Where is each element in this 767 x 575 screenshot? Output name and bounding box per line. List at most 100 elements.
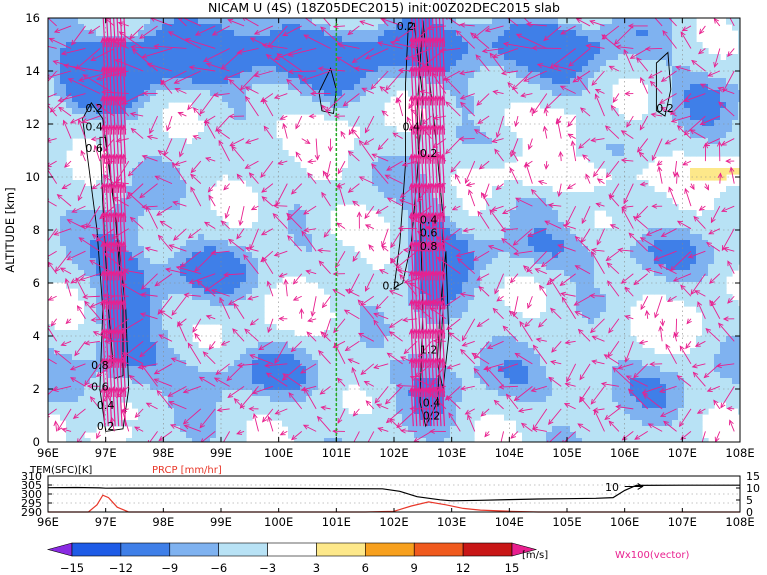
- shading-cell: [306, 354, 313, 361]
- shading-cell: [246, 390, 253, 397]
- shading-cell: [96, 408, 103, 415]
- shading-cell: [156, 198, 163, 205]
- shading-cell: [66, 246, 73, 253]
- shading-cell: [378, 204, 385, 211]
- shading-cell: [84, 330, 91, 337]
- shading-cell: [138, 84, 145, 91]
- shading-cell: [228, 378, 235, 385]
- shading-cell: [276, 252, 283, 259]
- shading-cell: [300, 414, 307, 421]
- shading-cell: [348, 258, 355, 265]
- shading-cell: [150, 120, 157, 127]
- shading-cell: [456, 402, 463, 409]
- shading-cell: [372, 408, 379, 415]
- shading-cell: [96, 342, 103, 349]
- shading-cell: [252, 384, 259, 391]
- shading-cell: [198, 348, 205, 355]
- shading-cell: [474, 132, 481, 139]
- shading-cell: [240, 66, 247, 73]
- shading-cell: [312, 366, 319, 373]
- shading-cell: [222, 240, 229, 247]
- shading-cell: [222, 48, 229, 55]
- shading-cell: [66, 354, 73, 361]
- shading-cell: [504, 312, 511, 319]
- shading-cell: [408, 264, 415, 271]
- shading-cell: [66, 234, 73, 241]
- shading-cell: [492, 294, 499, 301]
- shading-cell: [426, 354, 433, 361]
- shading-cell: [168, 186, 175, 193]
- shading-cell: [288, 336, 295, 343]
- shading-cell: [102, 24, 109, 31]
- shading-cell: [126, 24, 133, 31]
- shading-cell: [396, 312, 403, 319]
- shading-cell: [120, 174, 127, 181]
- shading-cell: [498, 132, 505, 139]
- shading-cell: [432, 84, 439, 91]
- shading-cell: [234, 318, 241, 325]
- shading-cell: [138, 258, 145, 265]
- shading-cell: [354, 168, 361, 175]
- shading-cell: [258, 210, 265, 217]
- shading-cell: [504, 402, 511, 409]
- shading-cell: [228, 54, 235, 61]
- shading-cell: [240, 24, 247, 31]
- shading-cell: [450, 210, 457, 217]
- shading-cell: [108, 24, 115, 31]
- shading-cell: [156, 426, 163, 433]
- shading-cell: [90, 306, 97, 313]
- shading-cell: [204, 234, 211, 241]
- shading-cell: [270, 90, 277, 97]
- shading-cell: [120, 420, 127, 427]
- shading-cell: [378, 180, 385, 187]
- shading-cell: [204, 246, 211, 253]
- shading-cell: [84, 18, 91, 25]
- shading-cell: [84, 276, 91, 283]
- shading-cell: [330, 360, 337, 367]
- shading-cell: [366, 120, 373, 127]
- shading-cell: [330, 354, 337, 361]
- shading-cell: [342, 168, 349, 175]
- shading-cell: [138, 66, 145, 73]
- shading-cell: [414, 264, 421, 271]
- shading-cell: [348, 48, 355, 55]
- shading-cell: [414, 420, 421, 427]
- shading-cell: [198, 312, 205, 319]
- shading-cell: [312, 264, 319, 271]
- shading-cell: [336, 342, 343, 349]
- shading-cell: [156, 162, 163, 169]
- shading-cell: [132, 96, 139, 103]
- shading-cell: [186, 312, 193, 319]
- shading-cell: [420, 402, 427, 409]
- shading-cell: [414, 132, 421, 139]
- shading-cell: [120, 264, 127, 271]
- shading-cell: [396, 42, 403, 49]
- shading-cell: [354, 258, 361, 265]
- shading-cell: [162, 330, 169, 337]
- shading-cell: [192, 246, 199, 253]
- shading-cell: [492, 354, 499, 361]
- shading-cell: [180, 348, 187, 355]
- shading-cell: [216, 288, 223, 295]
- shading-cell: [516, 138, 523, 145]
- shading-cell: [354, 426, 361, 433]
- shading-cell: [240, 54, 247, 61]
- shading-cell: [96, 138, 103, 145]
- shading-cell: [216, 294, 223, 301]
- shading-cell: [306, 228, 313, 235]
- shading-cell: [396, 432, 403, 439]
- shading-cell: [354, 372, 361, 379]
- shading-cell: [468, 84, 475, 91]
- shading-cell: [516, 198, 523, 205]
- shading-cell: [84, 102, 91, 109]
- shading-cell: [150, 228, 157, 235]
- shading-cell: [144, 252, 151, 259]
- shading-cell: [186, 432, 193, 439]
- shading-cell: [366, 72, 373, 79]
- shading-cell: [468, 252, 475, 259]
- shading-cell: [282, 72, 289, 79]
- shading-cell: [438, 30, 445, 37]
- shading-cell: [468, 150, 475, 157]
- shading-cell: [210, 156, 217, 163]
- shading-cell: [450, 366, 457, 373]
